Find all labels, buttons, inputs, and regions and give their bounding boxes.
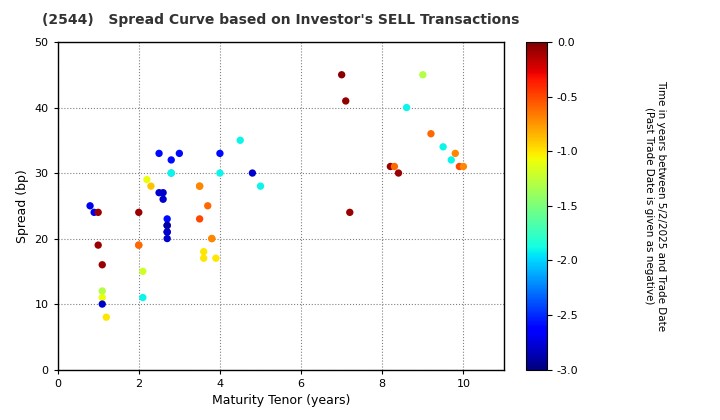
- Point: [247, 170, 258, 176]
- Point: [137, 294, 148, 301]
- Point: [336, 71, 348, 78]
- Text: (2544)   Spread Curve based on Investor's SELL Transactions: (2544) Spread Curve based on Investor's …: [42, 13, 520, 26]
- Point: [392, 170, 404, 176]
- Point: [84, 202, 96, 209]
- Point: [210, 255, 222, 262]
- Point: [194, 215, 205, 222]
- Point: [202, 202, 214, 209]
- Point: [96, 261, 108, 268]
- Point: [340, 97, 351, 104]
- Point: [206, 235, 217, 242]
- Y-axis label: Spread (bp): Spread (bp): [16, 169, 29, 243]
- Point: [161, 228, 173, 235]
- Point: [174, 150, 185, 157]
- Point: [161, 228, 173, 235]
- Point: [198, 255, 210, 262]
- Point: [166, 157, 177, 163]
- Point: [96, 301, 108, 307]
- Point: [214, 150, 225, 157]
- Point: [206, 235, 217, 242]
- Point: [89, 209, 100, 216]
- X-axis label: Maturity Tenor (years): Maturity Tenor (years): [212, 394, 350, 407]
- Point: [145, 183, 157, 189]
- Point: [158, 189, 169, 196]
- Point: [194, 183, 205, 189]
- Point: [446, 157, 457, 163]
- Point: [92, 209, 104, 216]
- Point: [96, 294, 108, 301]
- Point: [133, 242, 145, 249]
- Point: [133, 209, 145, 216]
- Point: [437, 144, 449, 150]
- Point: [389, 163, 400, 170]
- Point: [449, 150, 461, 157]
- Point: [417, 71, 428, 78]
- Point: [166, 170, 177, 176]
- Point: [458, 163, 469, 170]
- Point: [161, 215, 173, 222]
- Point: [137, 268, 148, 275]
- Point: [141, 176, 153, 183]
- Point: [214, 170, 225, 176]
- Point: [101, 314, 112, 320]
- Point: [426, 130, 437, 137]
- Point: [198, 248, 210, 255]
- Point: [96, 288, 108, 294]
- Y-axis label: Time in years between 5/2/2025 and Trade Date
(Past Trade Date is given as negat: Time in years between 5/2/2025 and Trade…: [644, 80, 666, 331]
- Point: [92, 242, 104, 249]
- Point: [255, 183, 266, 189]
- Point: [153, 150, 165, 157]
- Point: [454, 163, 465, 170]
- Point: [401, 104, 413, 111]
- Point: [344, 209, 356, 216]
- Point: [384, 163, 396, 170]
- Point: [194, 183, 205, 189]
- Point: [161, 235, 173, 242]
- Point: [166, 170, 177, 176]
- Point: [235, 137, 246, 144]
- Point: [133, 242, 145, 249]
- Point: [161, 222, 173, 229]
- Point: [161, 222, 173, 229]
- Point: [153, 189, 165, 196]
- Point: [158, 196, 169, 202]
